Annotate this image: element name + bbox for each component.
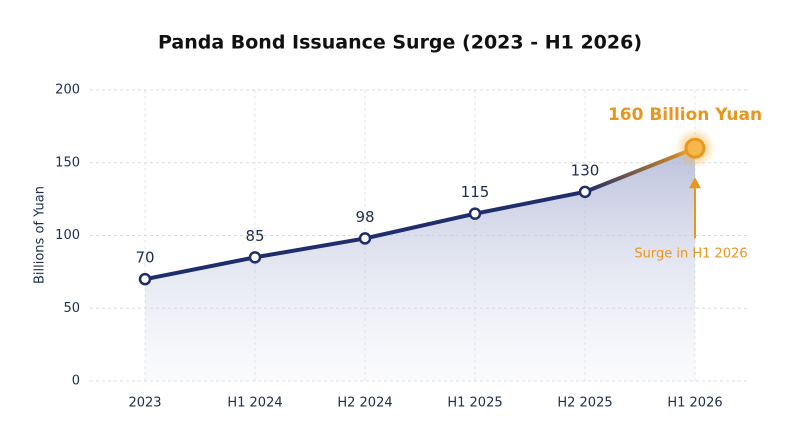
chart-title: Panda Bond Issuance Surge (2023 - H1 202… (158, 32, 642, 54)
marker (138, 272, 152, 286)
x-tick-label: H1 2026 (667, 396, 722, 411)
x-tick-label: H2 2024 (337, 396, 392, 411)
y-axis-label: Billions of Yuan (33, 186, 48, 284)
marker (248, 251, 262, 264)
value-label: 98 (355, 208, 374, 226)
x-tick-label: H1 2025 (447, 396, 502, 411)
x-tick-label: H2 2025 (557, 396, 612, 411)
value-label: 85 (245, 227, 264, 245)
annotation-arrowhead (689, 177, 701, 189)
marker (578, 185, 592, 199)
line (144, 146, 696, 282)
y-tick-label: 0 (72, 374, 80, 389)
annotation: Surge in H1 2026 (634, 247, 747, 262)
area (145, 148, 695, 381)
y-tick-label: 100 (55, 228, 80, 243)
value-label: 160 Billion Yuan (608, 105, 762, 125)
marker (468, 207, 482, 220)
x-tick-label: H1 2024 (227, 396, 282, 411)
value-label: 130 (571, 161, 600, 179)
marker (358, 232, 372, 245)
x-tick-label: 2023 (128, 396, 161, 411)
y-tick-label: 150 (55, 155, 80, 170)
y-tick-label: 200 (55, 83, 80, 98)
value-label: 115 (461, 183, 490, 201)
marker (684, 137, 706, 159)
y-tick-label: 50 (63, 301, 80, 316)
value-label: 70 (135, 249, 154, 267)
